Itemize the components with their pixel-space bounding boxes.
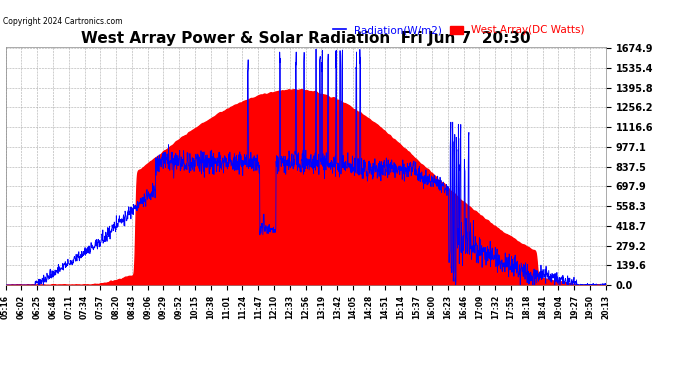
- Title: West Array Power & Solar Radiation  Fri Jun 7  20:30: West Array Power & Solar Radiation Fri J…: [81, 31, 531, 46]
- Legend: Radiation(W/m2), West Array(DC Watts): Radiation(W/m2), West Array(DC Watts): [329, 21, 589, 39]
- Text: Copyright 2024 Cartronics.com: Copyright 2024 Cartronics.com: [3, 17, 123, 26]
